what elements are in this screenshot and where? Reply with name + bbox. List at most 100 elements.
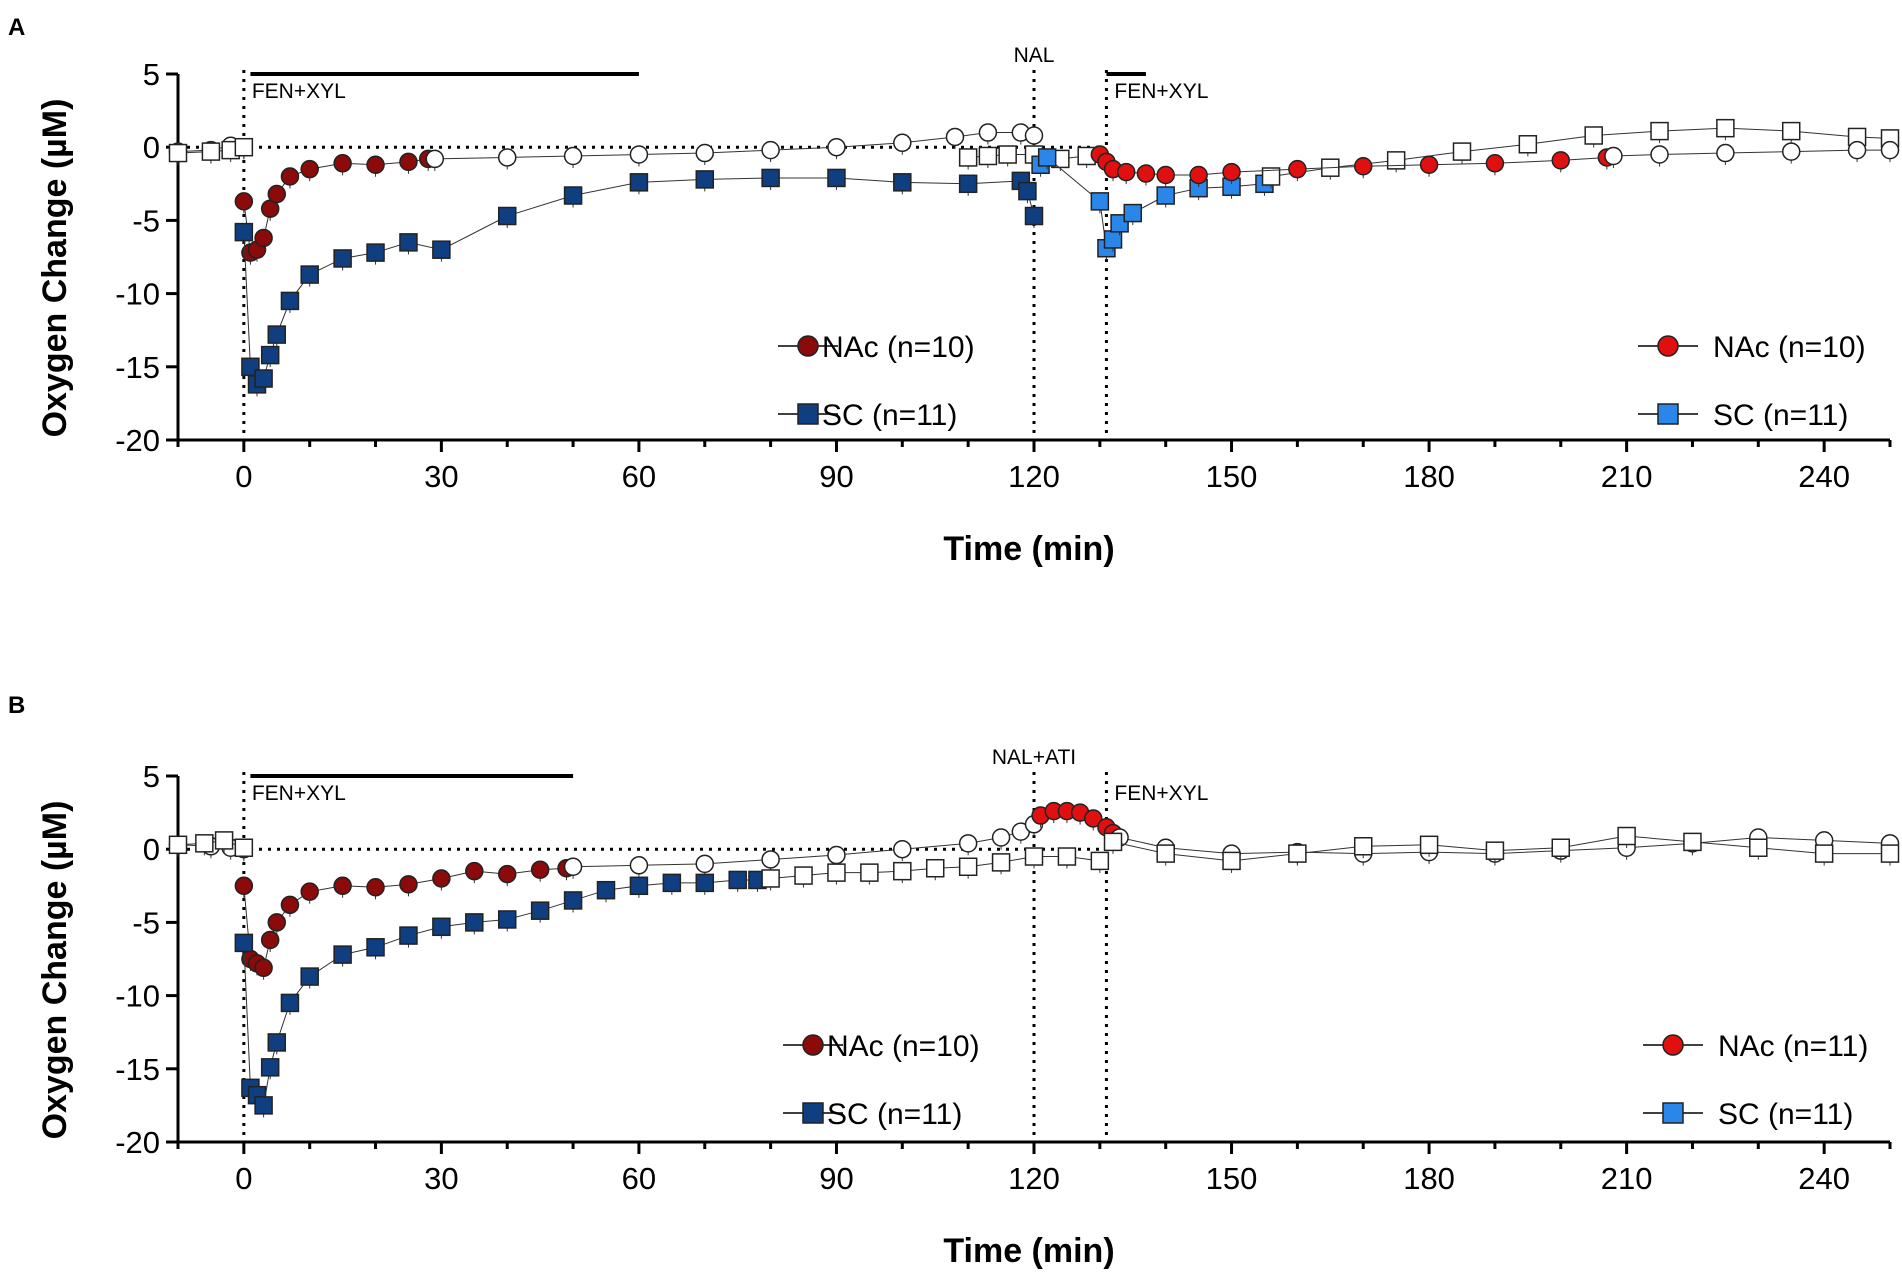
x-tick-label-b: 30 <box>424 1161 458 1196</box>
data-point <box>1156 844 1175 863</box>
data-point <box>827 845 846 865</box>
data-point <box>465 861 484 881</box>
data-point <box>925 858 945 878</box>
data-point <box>267 913 287 932</box>
data-point <box>761 140 780 160</box>
data-point <box>1288 159 1307 179</box>
x-tick-label-a: 30 <box>424 459 458 494</box>
annotation-a: NAL <box>1014 44 1055 67</box>
data-point <box>333 945 352 964</box>
x-tick-label-b: 90 <box>819 1161 853 1196</box>
data-point <box>1518 135 1538 154</box>
data-point <box>1353 837 1373 856</box>
data-point <box>1288 844 1307 863</box>
data-point <box>497 206 517 226</box>
data-point <box>1452 142 1472 161</box>
x-axis-label-b: Time (min) <box>943 1232 1114 1270</box>
data-point <box>1084 809 1103 828</box>
legend-marker-left-a <box>797 403 819 425</box>
series-b-1 <box>234 858 576 980</box>
legend-marker-right-a <box>1657 403 1679 425</box>
series-b-6 <box>234 870 767 1118</box>
data-point <box>761 850 780 869</box>
data-point <box>1018 181 1037 201</box>
data-point <box>1116 162 1136 182</box>
y-tick-label-b: 5 <box>143 759 160 794</box>
panel-label-b: B <box>8 692 25 719</box>
data-point <box>893 839 912 859</box>
data-point <box>662 873 682 893</box>
data-point <box>399 233 418 252</box>
data-point <box>1222 162 1241 182</box>
data-point <box>432 917 451 937</box>
series-b-8 <box>1103 826 1900 873</box>
data-point <box>234 838 254 857</box>
data-point <box>1604 146 1623 166</box>
y-tick-label-b: -5 <box>132 905 160 940</box>
data-point <box>168 143 188 163</box>
x-tick-label-a: 60 <box>622 459 656 494</box>
data-point <box>280 167 300 186</box>
data-point <box>958 148 978 167</box>
legend-marker-left-b <box>802 1034 824 1056</box>
data-point <box>998 145 1017 164</box>
data-point <box>695 143 715 163</box>
data-point <box>1024 847 1044 866</box>
data-point <box>728 870 747 890</box>
data-point <box>399 926 418 945</box>
data-point <box>214 831 234 850</box>
data-point <box>893 133 912 153</box>
data-point <box>1103 230 1123 249</box>
data-point <box>260 1058 280 1077</box>
data-point <box>1386 151 1406 170</box>
data-point <box>234 876 254 896</box>
data-point <box>629 876 649 896</box>
data-point <box>563 146 583 166</box>
annotation-a: FEN+XYL <box>1114 80 1208 103</box>
legend-marker-right-b <box>1662 1034 1684 1056</box>
data-point <box>991 853 1011 872</box>
series-a-9 <box>1604 140 1900 168</box>
data-point <box>497 864 517 884</box>
data-point <box>695 854 715 874</box>
x-tick-label-a: 120 <box>1008 459 1060 494</box>
data-point <box>893 173 912 192</box>
series-b-5 <box>168 831 254 860</box>
data-point <box>563 186 583 205</box>
data-point <box>497 910 517 929</box>
data-point <box>254 958 273 978</box>
y-axis-label-a: Oxygen Change (µM) <box>36 99 74 438</box>
legend-label-right-b: SC (n=11) <box>1718 1098 1853 1131</box>
data-point <box>1090 192 1110 211</box>
data-point <box>234 192 254 211</box>
data-point <box>958 174 978 194</box>
data-point <box>1123 203 1143 223</box>
x-tick-label-b: 120 <box>1008 1161 1060 1196</box>
data-point <box>300 967 319 986</box>
data-point <box>1485 841 1505 860</box>
data-point <box>168 835 188 855</box>
x-tick-label-b: 180 <box>1403 1161 1455 1196</box>
x-tick-label-b: 240 <box>1798 1161 1850 1196</box>
y-tick-label-a: 0 <box>143 130 160 165</box>
annotation-b: NAL+ATI <box>992 746 1076 769</box>
x-axis-label-a: Time (min) <box>943 530 1114 568</box>
data-point <box>629 856 649 875</box>
data-point <box>1222 851 1241 871</box>
y-tick-label-b: -20 <box>115 1125 160 1160</box>
data-point <box>1880 844 1900 863</box>
y-tick-label-a: -10 <box>115 277 160 312</box>
data-point <box>1024 206 1044 226</box>
series-line <box>573 823 1035 868</box>
data-point <box>1650 145 1669 164</box>
legend-marker-right-a <box>1657 335 1679 357</box>
data-point <box>280 993 300 1013</box>
y-axis-label-b: Oxygen Change (µM) <box>36 801 74 1140</box>
panel-label-a: A <box>8 14 25 41</box>
legend-label-left-b: NAc (n=10) <box>827 1030 980 1063</box>
x-tick-label-b: 60 <box>622 1161 656 1196</box>
series-line <box>243 879 758 1107</box>
data-point <box>267 184 287 204</box>
data-point <box>333 154 352 173</box>
data-point <box>563 891 583 910</box>
